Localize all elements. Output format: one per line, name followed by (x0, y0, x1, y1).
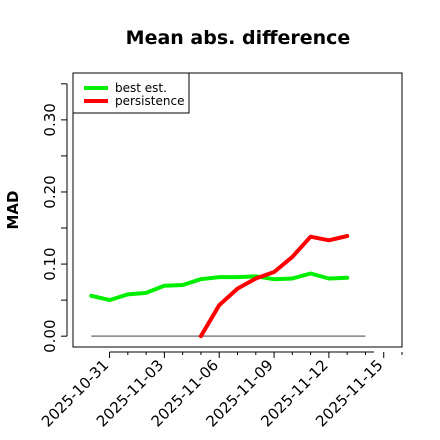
y-tick-label: 0.00 (41, 319, 59, 352)
y-tick-label: 0.30 (41, 103, 59, 136)
plot-border (72, 72, 403, 348)
series-layer (89, 234, 350, 339)
series-line-best-est- (89, 271, 350, 303)
legend-box (72, 72, 190, 114)
legend-label-best-est: best est. (115, 81, 167, 95)
y-axis-title: MAD (4, 191, 22, 230)
series-line-persistence (198, 234, 350, 339)
x-axis: 2025-10-312025-11-032025-11-062025-11-09… (38, 351, 403, 431)
legend-label-persistence: persistence (115, 94, 184, 108)
y-axis: 0.00 0.10 0.20 0.30 (41, 83, 68, 353)
legend: best est. persistence (72, 72, 190, 114)
y-tick-label: 0.20 (41, 175, 59, 208)
y-tick-label: 0.10 (41, 247, 59, 280)
chart-title: Mean abs. difference (126, 27, 351, 49)
